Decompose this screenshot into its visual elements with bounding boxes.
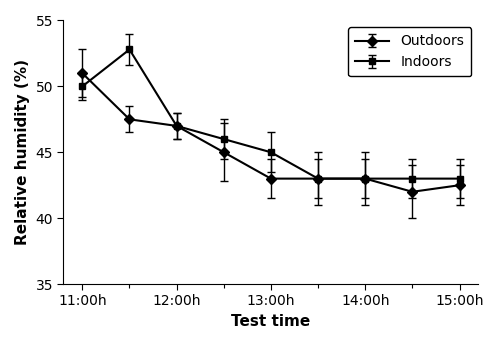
- Y-axis label: Relative humidity (%): Relative humidity (%): [15, 59, 30, 245]
- Legend: Outdoors, Indoors: Outdoors, Indoors: [348, 28, 472, 76]
- X-axis label: Test time: Test time: [232, 314, 310, 329]
